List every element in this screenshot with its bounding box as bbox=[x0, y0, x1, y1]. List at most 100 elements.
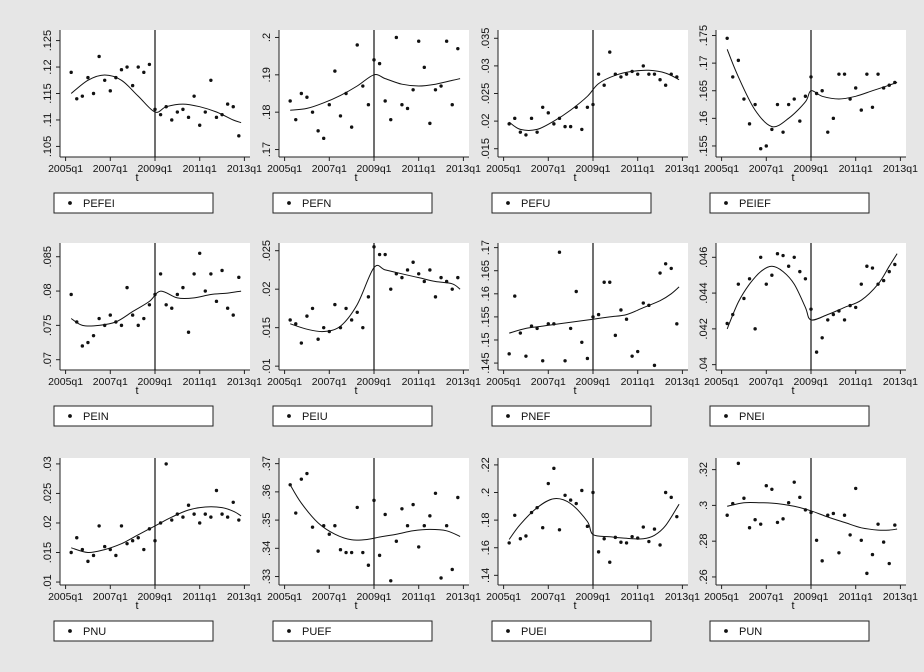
panel-11-y-tick-label: .2 bbox=[480, 488, 492, 497]
panel-7-point bbox=[546, 322, 550, 326]
panel-9-point bbox=[198, 521, 202, 525]
panel-3-point bbox=[524, 133, 528, 137]
panel-3-fit-line bbox=[508, 69, 680, 131]
panel-1-point bbox=[125, 65, 129, 69]
panel-11-x-tick-label: 2009q1 bbox=[575, 591, 610, 603]
panel-5-point bbox=[220, 268, 224, 273]
panel-1: .105 .11 .115 .12 .125 2005q1 2007q1 2009q1 2011… bbox=[42, 30, 262, 214]
panel-10-point bbox=[400, 507, 404, 511]
panel-12-point bbox=[814, 538, 819, 542]
panel-12-point bbox=[742, 496, 746, 500]
panel-3-legend: PEFU bbox=[491, 192, 652, 214]
panel-11-point bbox=[546, 481, 550, 486]
panel-2-x-tick-label: 2009q1 bbox=[356, 163, 391, 175]
panel-2-point bbox=[394, 35, 399, 40]
panel-8-point bbox=[775, 252, 780, 256]
panel-3-x-tick-label: 2013q1 bbox=[665, 163, 700, 175]
panel-6-x-axis-title: t bbox=[354, 385, 357, 397]
panel-1-point bbox=[153, 107, 157, 112]
panel-4-point bbox=[842, 72, 847, 76]
panel-6-x-tick-label: 2005q1 bbox=[267, 376, 302, 388]
panel-2-point bbox=[405, 106, 410, 111]
panel-2-x-axis-title: t bbox=[354, 172, 357, 184]
panel-12-point bbox=[870, 552, 875, 557]
panel-6-point bbox=[361, 325, 365, 330]
panel-11-point bbox=[596, 550, 601, 554]
panel-8-point bbox=[792, 255, 796, 260]
panel-3: .015 .02 .025 .03 .035 2005q1 2007q1 2009q1 2011… bbox=[480, 28, 700, 214]
panel-5: .07 .075 .08 .085 2005q1 2007q1 2009q1 2011q1 20… bbox=[42, 243, 262, 427]
panel-9-point bbox=[170, 518, 174, 522]
panel-8-point bbox=[753, 327, 757, 331]
panel-6-point bbox=[294, 322, 298, 326]
panel-1-x-axis-title: t bbox=[135, 172, 138, 184]
panel-10-point bbox=[316, 549, 320, 553]
panel-10-point bbox=[372, 498, 376, 503]
panel-1-point bbox=[209, 78, 213, 82]
panel-8-point bbox=[814, 350, 819, 354]
panel-5-y-tick-label: .07 bbox=[42, 352, 54, 367]
panel-10-point bbox=[422, 524, 426, 528]
panel-2-point bbox=[428, 121, 432, 126]
panel-12-point bbox=[792, 480, 796, 484]
panel-7-point bbox=[608, 280, 612, 284]
panel-10-x-axis-title: t bbox=[354, 600, 357, 612]
panel-8-point bbox=[809, 307, 813, 311]
panel-4-y-tick-label: .155 bbox=[698, 135, 710, 156]
panel-12-point bbox=[887, 561, 891, 566]
panel-2-point bbox=[299, 91, 304, 96]
panel-11-legend: PUEI bbox=[491, 620, 652, 642]
panel-1-point bbox=[119, 67, 124, 72]
panel-8-y-tick-label: .046 bbox=[698, 247, 710, 268]
panel-7-point bbox=[585, 356, 590, 361]
panel-10-point bbox=[439, 576, 443, 580]
panel-12-point bbox=[759, 522, 763, 526]
panel-8-point bbox=[831, 312, 836, 317]
panel-1-legend-box bbox=[53, 192, 214, 214]
panel-4-point bbox=[731, 75, 735, 79]
panel-3-x-tick-label: 2007q1 bbox=[531, 163, 566, 175]
panel-9-legend-label: PNU bbox=[83, 626, 106, 638]
panel-1-y-tick-label: .115 bbox=[42, 83, 54, 104]
panel-10-point bbox=[333, 524, 337, 528]
panel-4-point bbox=[876, 72, 880, 76]
panel-10-y-tick-label: .33 bbox=[261, 569, 273, 584]
panel-5-point bbox=[136, 323, 140, 328]
panel-1-y-tick-label: .12 bbox=[42, 59, 54, 74]
panel-3-point bbox=[591, 102, 595, 107]
panel-3-point bbox=[652, 72, 657, 76]
panel-4-x-tick-label: 2011q1 bbox=[839, 163, 873, 175]
panel-2-x-tick-label: 2007q1 bbox=[312, 163, 347, 175]
panel-12-point bbox=[859, 538, 863, 542]
panel-11-point bbox=[585, 524, 590, 529]
panel-7-x-tick-label: 2007q1 bbox=[531, 376, 566, 388]
panel-10-point bbox=[305, 471, 309, 476]
panel-9-point bbox=[164, 462, 168, 466]
panel-10-point bbox=[411, 502, 415, 507]
panel-2-y-tick-label: .17 bbox=[261, 142, 273, 157]
panel-11-x-tick-label: 2013q1 bbox=[665, 591, 700, 603]
panel-2-point bbox=[389, 117, 393, 122]
panel-9-fit-line bbox=[71, 506, 242, 554]
panel-10-x-tick-label: 2009q1 bbox=[356, 591, 391, 603]
panel-12: .26 .28 .3 .32 2005q1 2007q1 2009q1 2011q1 2013q… bbox=[698, 458, 918, 642]
panel-9-x-tick-label: 2009q1 bbox=[137, 591, 172, 603]
panel-11-y-tick-label: .14 bbox=[480, 568, 492, 583]
panel-6-point bbox=[299, 341, 304, 345]
panel-10: .33 .34 .35 .36 .37 2005q1 2007q1 2009q1 2011q1 2… bbox=[261, 456, 481, 642]
panel-5-y-tick-label: .08 bbox=[42, 283, 54, 298]
panel-12-point bbox=[842, 513, 847, 517]
panel-6-point bbox=[400, 275, 404, 280]
panel-1-point bbox=[142, 70, 146, 75]
panel-10-fit-line bbox=[289, 484, 461, 541]
panel-10-point bbox=[450, 567, 454, 572]
panel-2-point bbox=[456, 46, 460, 51]
panel-6-point bbox=[456, 275, 460, 280]
panel-8-point bbox=[759, 255, 763, 260]
panel-4-point bbox=[792, 97, 796, 101]
panel-3-x-tick-label: 2005q1 bbox=[486, 163, 521, 175]
panel-3-point bbox=[535, 130, 539, 134]
panel-11-x-tick-label: 2005q1 bbox=[486, 591, 521, 603]
panel-10-point bbox=[456, 495, 460, 500]
panel-4-x-tick-label: 2005q1 bbox=[704, 163, 739, 175]
